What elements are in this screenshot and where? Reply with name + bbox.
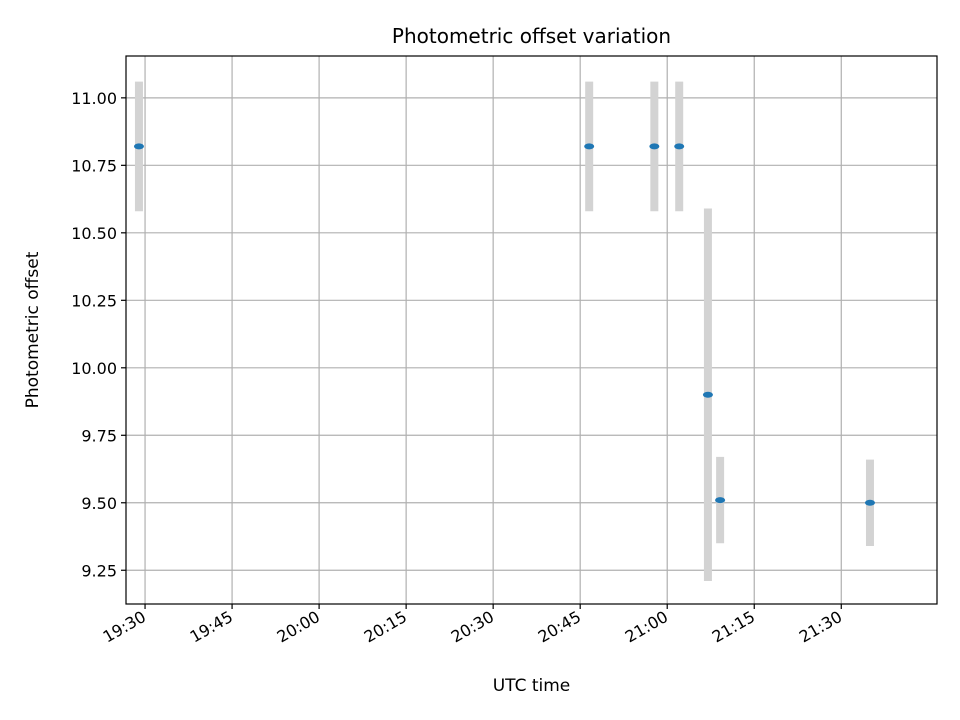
y-tick-label: 11.00 [71,89,117,108]
data-point [133,143,144,150]
chart-title: Photometric offset variation [392,24,671,48]
data-point [715,497,726,504]
grid-lines [126,56,937,604]
data-point [864,499,875,506]
plot-frame [125,55,938,605]
x-axis-label: UTC time [493,676,571,696]
y-axis-label: Photometric offset [23,251,43,408]
y-tick-label: 10.25 [71,291,117,310]
y-tick-label: 10.50 [71,224,117,243]
data-point [584,143,595,150]
data-point [674,143,685,150]
y-tick-label: 10.75 [71,156,117,175]
data-point [702,391,713,398]
data-point [649,143,660,150]
y-tick-label: 10.00 [71,359,117,378]
y-tick-label: 9.25 [81,561,117,580]
y-tick-label: 9.50 [81,494,117,513]
data-points [133,143,875,506]
y-tick-label: 9.75 [81,426,117,445]
